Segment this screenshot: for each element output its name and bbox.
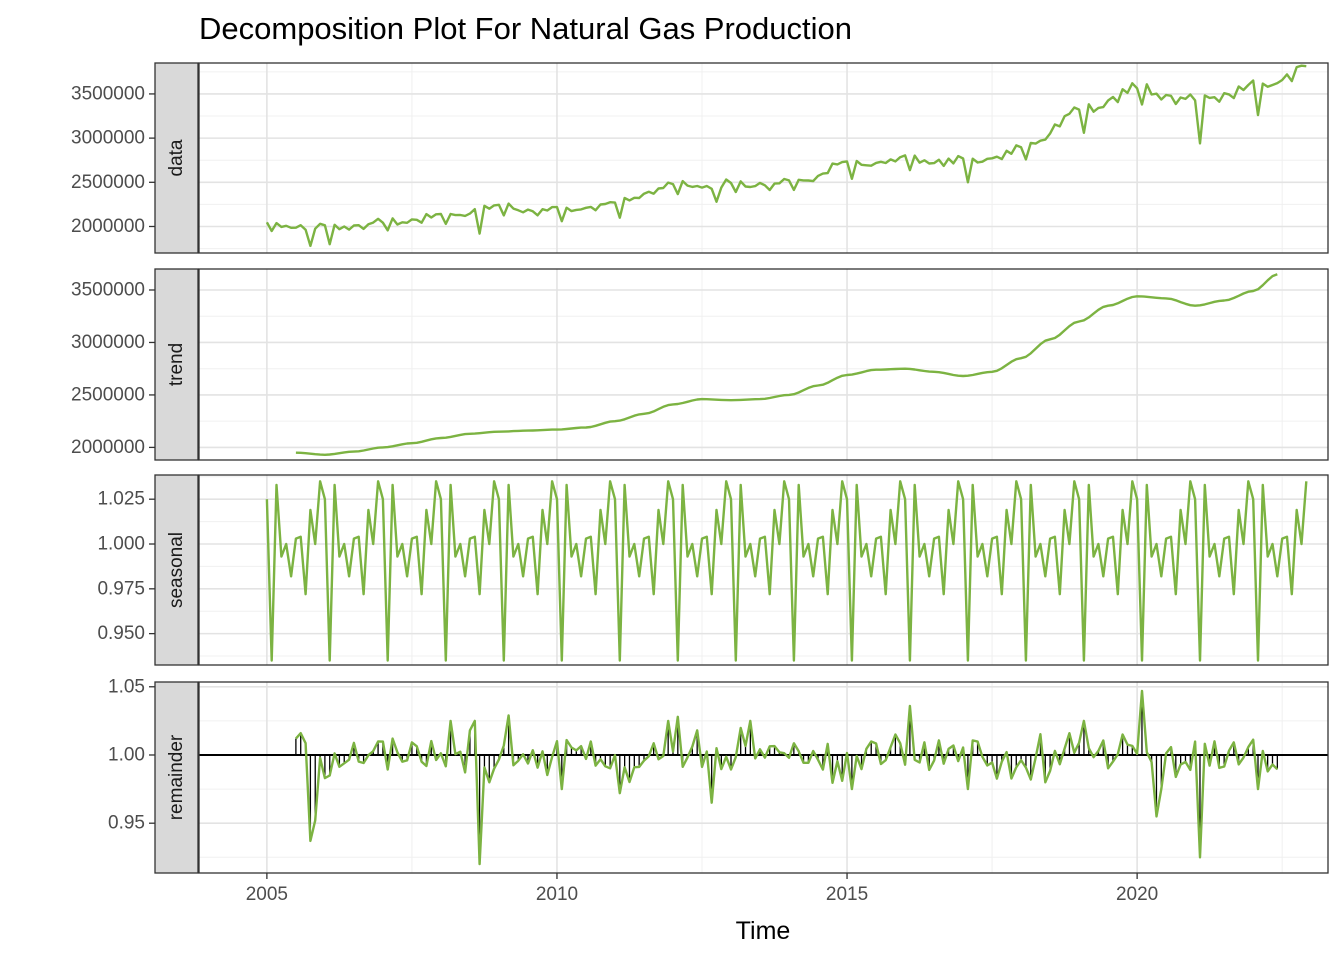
strip-trend	[154, 268, 199, 461]
series-line-data	[265, 64, 1307, 248]
y-tick-label: 3500000	[71, 83, 145, 104]
strip-seasonal	[154, 474, 199, 666]
panel-border	[198, 681, 1329, 874]
x-tick-label: 2015	[826, 884, 868, 905]
x-tick-label: 2020	[1116, 884, 1158, 905]
panel-border	[198, 474, 1329, 666]
strip-data	[154, 62, 199, 254]
y-tick-label: 3000000	[71, 128, 145, 149]
y-tick-label: 0.95	[108, 813, 145, 834]
series-line-trend	[295, 273, 1278, 456]
x-tick-label: 2010	[536, 884, 578, 905]
x-axis: 2005 2010 2015 2020	[246, 873, 1158, 905]
x-axis-title: Time	[736, 917, 791, 945]
y-tick-label: 2000000	[71, 216, 145, 237]
panel-remainder: remainder 0.95 1.00 1.05	[108, 676, 1329, 874]
series-line-seasonal	[265, 480, 1308, 662]
strip-label: trend	[166, 343, 187, 386]
y-tick-label: 0.950	[97, 623, 145, 644]
y-tick-label: 1.000	[97, 534, 145, 555]
strip-label: seasonal	[166, 532, 187, 608]
chart-title: Decomposition Plot For Natural Gas Produ…	[199, 11, 852, 46]
strip-label: data	[166, 139, 187, 176]
panel-trend: trend 2000000 2500000 3000000 3500000	[71, 268, 1329, 461]
panel-background	[199, 475, 1328, 665]
y-tick-label: 2000000	[71, 437, 145, 458]
panel-data: data 2000000 2500000 3000000 3500000	[71, 62, 1329, 254]
panel-border	[198, 268, 1329, 461]
y-tick-label: 0.975	[97, 578, 145, 599]
panel-seasonal: seasonal 0.950 0.975 1.000 1.025	[97, 474, 1329, 666]
y-tick-label: 1.05	[108, 676, 145, 697]
panel-background	[199, 269, 1328, 460]
x-tick-label: 2005	[246, 884, 288, 905]
strip-label: remainder	[166, 734, 187, 820]
y-tick-label: 1.025	[97, 489, 145, 510]
panel-background	[199, 682, 1328, 873]
y-tick-label: 2500000	[71, 172, 145, 193]
strip-remainder	[154, 681, 199, 874]
series-line-remainder	[295, 689, 1279, 866]
y-tick-label: 1.00	[108, 744, 145, 765]
y-tick-label: 3000000	[71, 332, 145, 353]
panel-border	[198, 62, 1329, 254]
y-tick-label: 3500000	[71, 279, 145, 300]
y-tick-label: 2500000	[71, 384, 145, 405]
panels-layer: data 2000000 2500000 3000000 3500000 trend 200…	[71, 62, 1329, 874]
